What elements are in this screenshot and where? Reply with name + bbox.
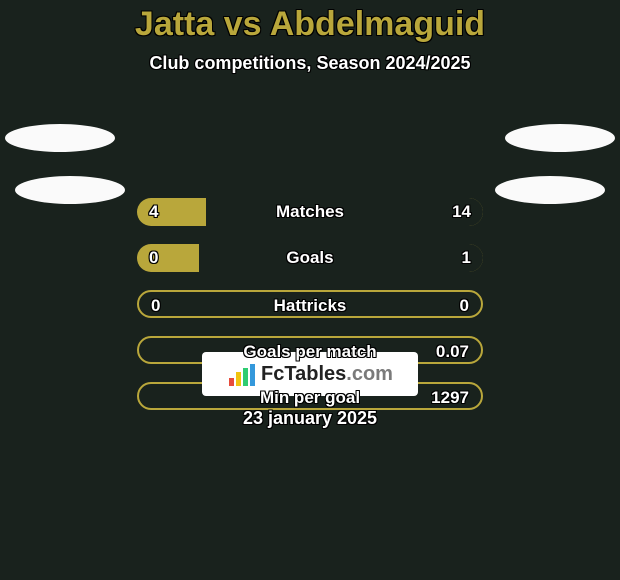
player-left-badge-row1 [5,124,115,152]
comparison-card: Jatta vs Abdelmaguid Club competitions, … [0,0,620,580]
stat-label: Hattricks [139,292,481,320]
stat-value-right: 0.07 [436,338,469,366]
stat-value-right: 1297 [431,384,469,412]
stat-row: Matches4 14 [137,198,483,226]
title-vs: vs [214,5,269,43]
player-left-badge-row2 [15,176,125,204]
title-player-right: Abdelmaguid [270,5,485,43]
stat-row: Goals per match0.07 [137,336,483,364]
stat-value-right: 14 [452,198,471,226]
player-right-badge-row1 [505,124,615,152]
stat-row: Goals0 1 [137,244,483,272]
stat-label: Goals [137,244,483,272]
stat-row: Min per goal1297 [137,382,483,410]
subtitle: Club competitions, Season 2024/2025 [0,53,620,74]
stat-label: Min per goal [139,384,481,412]
stat-value-right: 0 [460,292,469,320]
page-title: Jatta vs Abdelmaguid [0,0,620,43]
stat-label: Matches [137,198,483,226]
stat-value-left: 0 [151,292,160,320]
title-player-left: Jatta [135,5,214,43]
stat-value-right: 1 [462,244,471,272]
stat-value-left: 0 [149,244,158,272]
player-right-badge-row2 [495,176,605,204]
stat-row: Hattricks0 0 [137,290,483,318]
stat-label: Goals per match [139,338,481,366]
stat-value-left: 4 [149,198,158,226]
